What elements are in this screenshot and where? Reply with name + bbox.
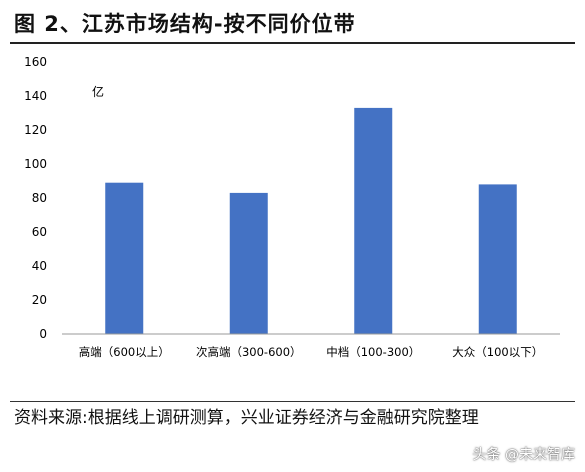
chart-title: 图 2、江苏市场结构-按不同价位带 (14, 12, 356, 36)
x-tick-label: 中档（100-300） (326, 345, 420, 359)
x-tick-label: 次高端（300-600） (196, 345, 302, 359)
bar-chart: 0 20 40 60 80 100 120 140 160 高端（600以上） 次高端（300-6… (24, 55, 560, 359)
source-divider (10, 401, 575, 402)
y-tick-label: 60 (32, 225, 47, 239)
y-tick-label: 0 (39, 327, 47, 341)
y-tick-label: 160 (24, 55, 47, 69)
source-note: 资料来源:根据线上调研测算，兴业证券经济与金融研究院整理 (14, 408, 479, 428)
watermark: 头条 @未来智库 (472, 447, 575, 463)
y-tick-label: 140 (24, 89, 47, 103)
bars (105, 107, 517, 335)
y-tick-label: 100 (24, 157, 47, 171)
bar (105, 182, 144, 334)
x-tick-label: 大众（100以下） (452, 345, 543, 359)
y-tick-label: 20 (32, 293, 47, 307)
y-tick-label: 120 (24, 123, 47, 137)
x-tick-label: 高端（600以上） (79, 345, 170, 359)
y-tick-label: 40 (32, 259, 47, 273)
bar (354, 107, 393, 335)
bar (229, 192, 268, 334)
x-axis-labels: 高端（600以上） 次高端（300-600） 中档（100-300） 大众（100以下… (79, 345, 543, 359)
title-divider (10, 42, 575, 44)
y-axis-ticks: 0 20 40 60 80 100 120 140 160 (24, 55, 47, 341)
bar (478, 184, 517, 334)
y-tick-label: 80 (32, 191, 47, 205)
unit-label: 亿 (92, 84, 104, 99)
